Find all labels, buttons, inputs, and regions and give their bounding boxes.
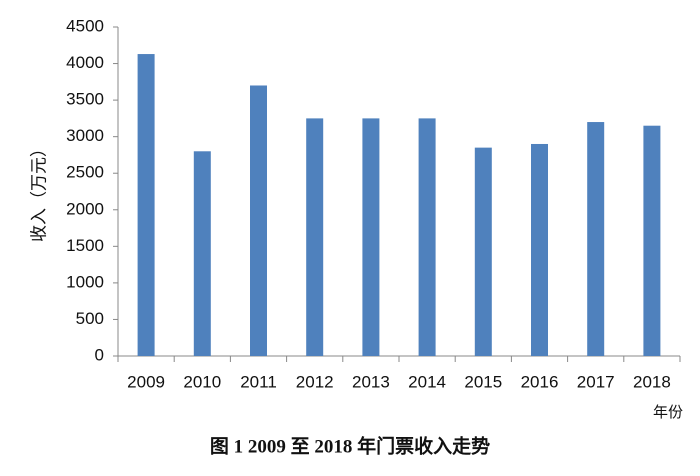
bar (137, 54, 155, 356)
x-tick-label: 2009 (127, 372, 165, 391)
bar (193, 151, 211, 356)
bar (587, 122, 605, 357)
y-tick-label: 3500 (66, 90, 104, 109)
y-tick-label: 2000 (66, 199, 104, 218)
x-tick-label: 2017 (577, 372, 615, 391)
y-tick-label: 4000 (66, 53, 104, 72)
y-tick-label: 500 (76, 309, 104, 328)
x-tick-label: 2013 (352, 372, 390, 391)
y-tick-label: 3000 (66, 126, 104, 145)
bar (362, 118, 380, 356)
x-tick-label: 2018 (633, 372, 671, 391)
y-tick-label: 0 (95, 345, 104, 364)
x-tick-label: 2016 (521, 372, 559, 391)
bar (643, 125, 661, 356)
y-axis-label: 收入（万元） (29, 140, 48, 242)
caption: 图 1 2009 至 2018 年门票收入走势 (210, 434, 490, 457)
x-tick-label: 2012 (296, 372, 334, 391)
x-tick-label: 2011 (240, 372, 277, 391)
y-tick-label: 4500 (66, 16, 104, 35)
y-tick-label: 1500 (66, 236, 104, 255)
y-tick-label: 1000 (66, 272, 104, 291)
bar (474, 147, 492, 356)
bar (531, 143, 548, 356)
bar (306, 118, 324, 356)
bar (250, 85, 267, 356)
x-tick-label: 2010 (183, 372, 221, 391)
y-tick-label: 2500 (66, 163, 104, 182)
x-axis-label: 年份 (653, 404, 683, 421)
x-tick-label: 2015 (464, 372, 502, 391)
bar (418, 118, 436, 356)
x-tick-label: 2014 (408, 372, 446, 391)
